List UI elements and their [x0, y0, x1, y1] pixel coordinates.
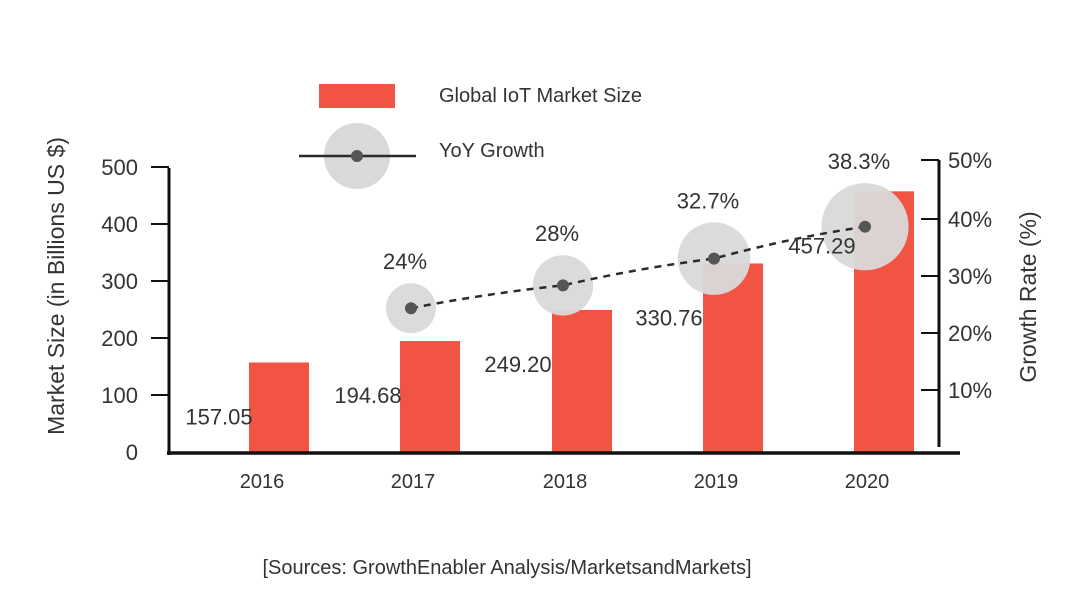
growth-point-2020 — [859, 220, 871, 233]
y-tick-label-left-200: 200 — [101, 326, 138, 351]
y-tick-label-right-50%: 50% — [948, 148, 992, 173]
growth-points-layer — [405, 220, 871, 315]
y-tick-label-left-500: 500 — [101, 155, 138, 180]
y-tick-label-right-10%: 10% — [948, 378, 992, 403]
x-tick-label-2018: 2018 — [543, 471, 588, 493]
legend-dot-swatch — [351, 150, 363, 162]
bar-value-label-2016: 157.05 — [185, 404, 252, 429]
growth-point-2019 — [708, 252, 720, 265]
bars-layer — [249, 191, 914, 452]
source-note: [Sources: GrowthEnabler Analysis/Markets… — [262, 557, 751, 579]
y-tick-label-right-20%: 20% — [948, 321, 992, 346]
x-tick-label-2020: 2020 — [845, 471, 890, 493]
legend: Global IoT Market Size YoY Growth — [299, 84, 642, 189]
bar-value-label-2020: 457.29 — [788, 233, 855, 258]
y-tick-label-left-300: 300 — [101, 269, 138, 294]
y-axis-title-left: Market Size (in Billions US $) — [43, 137, 69, 435]
growth-label-2019: 32.7% — [677, 188, 739, 213]
y-ticks-right: 10% 20% 30% 40% 50% — [921, 148, 992, 403]
legend-bar-label: Global IoT Market Size — [439, 85, 642, 107]
x-tick-label-2019: 2019 — [694, 471, 739, 493]
y-axis-title-right: Growth Rate (%) — [1015, 211, 1041, 382]
bar-value-label-2019: 330.76 — [635, 305, 702, 330]
growth-label-2018: 28% — [535, 221, 579, 246]
y-ticks-left: 0 100 200 300 400 500 — [101, 155, 169, 465]
labels-layer: 157.05 194.68 249.20 330.76 457.29 24% 28% 32.7… — [185, 149, 890, 429]
axes — [167, 160, 960, 455]
bar-2017 — [400, 341, 460, 452]
bar-2018 — [552, 309, 612, 452]
growth-label-2017: 24% — [383, 249, 427, 274]
y-tick-label-right-40%: 40% — [948, 207, 992, 232]
bar-value-label-2017: 194.68 — [334, 383, 401, 408]
bar-2016 — [249, 362, 309, 452]
y-tick-label-left-0: 0 — [126, 440, 138, 465]
legend-bar-swatch — [319, 84, 395, 108]
y-tick-label-right-30%: 30% — [948, 264, 992, 289]
legend-line-label: YoY Growth — [439, 140, 545, 162]
x-tick-label-2016: 2016 — [240, 471, 285, 493]
growth-label-2020: 38.3% — [828, 149, 890, 174]
y-tick-label-left-100: 100 — [101, 383, 138, 408]
growth-point-2018 — [557, 279, 569, 292]
y-tick-label-left-400: 400 — [101, 212, 138, 237]
bar-value-label-2018: 249.20 — [484, 352, 551, 377]
growth-point-2017 — [405, 302, 417, 315]
x-tick-label-2017: 2017 — [391, 471, 436, 493]
x-ticks: 2016 2017 2018 2019 2020 — [240, 471, 890, 493]
